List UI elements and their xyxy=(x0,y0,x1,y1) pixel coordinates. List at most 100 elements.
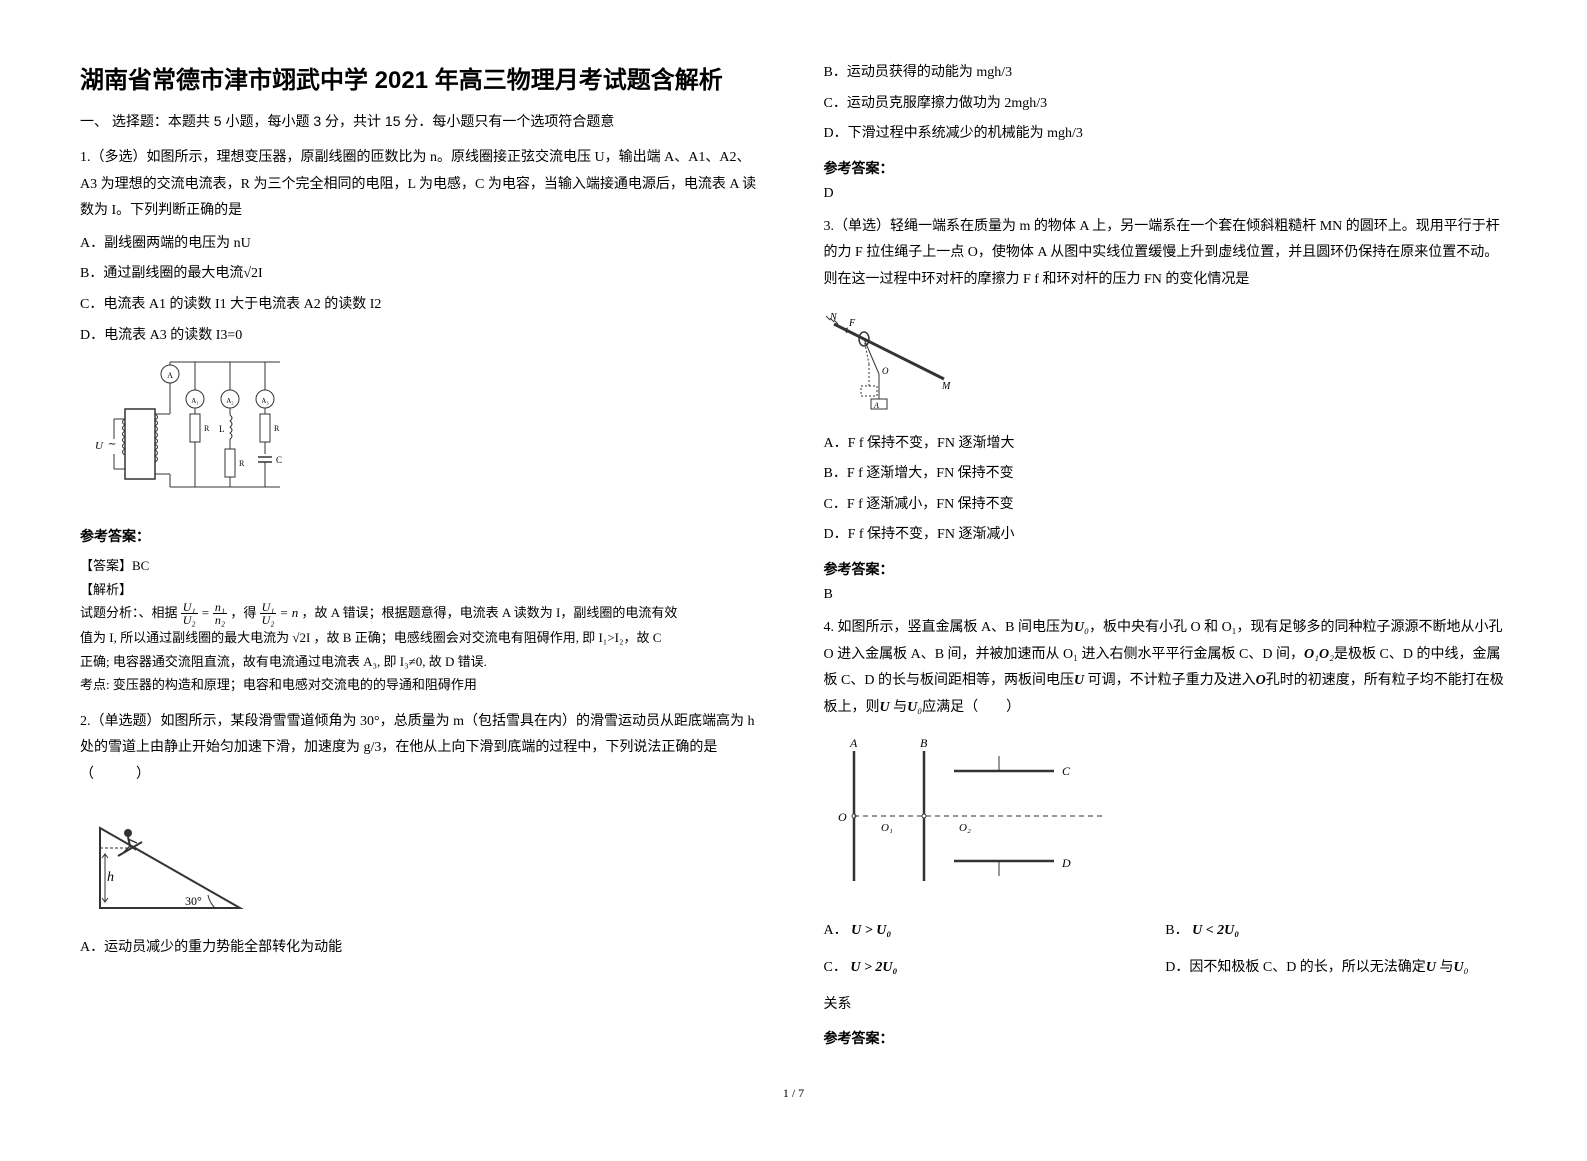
svg-text:R: R xyxy=(239,459,245,468)
q4c-f: U > 2U₀ xyxy=(850,960,897,975)
q4d-mid: 与 xyxy=(1436,960,1454,975)
q4b-pre: B． xyxy=(1165,923,1188,938)
svg-text:B: B xyxy=(920,736,928,750)
svg-text:30°: 30° xyxy=(185,894,202,908)
right-column: B．运动员获得的动能为 mgh/3 C．运动员克服摩擦力做功为 2mgh/3 D… xyxy=(824,60,1508,1056)
q4-option-d-cont: 关系 xyxy=(824,992,1508,1019)
svg-text:A₁: A₁ xyxy=(191,397,199,405)
q4-option-c: C． U > 2U₀ xyxy=(824,955,1166,982)
q2-answer-label: 参考答案： xyxy=(824,158,1508,178)
u-2: U xyxy=(880,700,890,715)
q3-option-c: C．F f 逐渐减小，FN 保持不变 xyxy=(824,492,1508,519)
u0-2: U₀ xyxy=(907,700,922,715)
svg-text:R: R xyxy=(274,424,280,433)
q1-option-c: C．电流表 A1 的读数 I1 大于电流表 A2 的读数 I2 xyxy=(80,292,764,319)
svg-text:O: O xyxy=(838,810,847,824)
q4d-u: U xyxy=(1426,960,1436,975)
svg-text:F: F xyxy=(848,318,856,329)
svg-text:A₃: A₃ xyxy=(261,397,269,405)
q3-option-a: A．F f 保持不变，FN 逐渐增大 xyxy=(824,431,1508,458)
rod-svg: M N F O A xyxy=(824,304,964,414)
q1-ans-l2: 【解析】 xyxy=(80,578,764,601)
q2-option-a: A．运动员减少的重力势能全部转化为动能 xyxy=(80,935,764,962)
q4-stem-d: 可调，不计粒子重力及进入 xyxy=(1084,673,1256,688)
u0-1: U₀ xyxy=(1074,620,1089,635)
q2-answer: D xyxy=(824,186,1508,202)
q4d-u0: U₀ xyxy=(1453,960,1468,975)
q3-answer: B xyxy=(824,587,1508,603)
svg-text:O₁: O₁ xyxy=(881,822,893,834)
q1-option-b: B．通过副线圈的最大电流√2I xyxy=(80,261,764,288)
svg-text:∼: ∼ xyxy=(108,439,116,450)
q4-figure-plates: A B O O₁ C D O₂ xyxy=(824,731,1508,906)
svg-text:C: C xyxy=(276,455,282,465)
q4b-f: U < 2U₀ xyxy=(1192,923,1239,938)
q4-option-a: A． U > U₀ xyxy=(824,918,1166,945)
q1-analysis-4: 考点: 变压器的构造和原理；电容和电感对交流电的的导通和阻碍作用 xyxy=(80,673,764,696)
svg-text:L: L xyxy=(219,424,225,434)
frac1: U₁ U₂ xyxy=(181,601,198,626)
q1-optb-pre: B．通过副线圈的最大电流 xyxy=(80,266,243,281)
q4-option-d: D．因不知极板 C、D 的长，所以无法确定U 与U₀ xyxy=(1165,955,1507,982)
q1-option-d: D．电流表 A3 的读数 I3=0 xyxy=(80,323,764,350)
svg-text:A: A xyxy=(167,371,173,380)
plates-svg: A B O O₁ C D O₂ xyxy=(824,731,1124,901)
frac3: U₁ U₂ xyxy=(260,601,277,626)
svg-text:A₂: A₂ xyxy=(226,397,234,405)
q1-a1b: ，得 xyxy=(230,605,256,620)
q4-stem-a: 4. 如图所示，竖直金属板 A、B 间电压为 xyxy=(824,620,1074,635)
o-hole: O xyxy=(1256,673,1266,688)
q1-stem: 1.（多选）如图所示，理想变压器，原副线圈的匝数比为 n。原线圈接正弦交流电压 … xyxy=(80,145,764,225)
svg-text:O: O xyxy=(882,366,889,376)
transformer-svg: A A₁ A₂ A₃ U ∼ xyxy=(80,359,290,509)
eq1: = xyxy=(201,605,213,620)
svg-text:A: A xyxy=(849,736,858,750)
section-1-header: 一、 选择题：本题共 5 小题，每小题 3 分，共计 15 分．每小题只有一个选… xyxy=(80,111,764,131)
left-column: 湖南省常德市津市翊武中学 2021 年高三物理月考试题含解析 一、 选择题：本题… xyxy=(80,60,764,1056)
slope-svg: h 30° xyxy=(80,798,260,918)
q4-stem-g: 应满足（ ） xyxy=(922,700,1020,715)
q3-answer-label: 参考答案： xyxy=(824,559,1508,579)
q3-stem: 3.（单选）轻绳一端系在质量为 m 的物体 A 上，另一端系在一个套在倾斜粗糙杆… xyxy=(824,214,1508,294)
svg-text:U: U xyxy=(95,440,104,452)
q2-option-d: D．下滑过程中系统减少的机械能为 mgh/3 xyxy=(824,121,1508,148)
q3-option-d: D．F f 保持不变，FN 逐渐减小 xyxy=(824,522,1508,549)
u-1: U xyxy=(1074,673,1084,688)
q4-stem: 4. 如图所示，竖直金属板 A、B 间电压为U₀，板中央有小孔 O 和 O₁，现… xyxy=(824,615,1508,721)
q4-stem-f: 与 xyxy=(890,700,908,715)
q1-ans-l1: 【答案】BC xyxy=(80,554,764,577)
q1-analysis-2: 值为 I, 所以通过副线圈的最大电流为 √2I ，故 B 正确；电感线圈会对交流… xyxy=(80,626,764,649)
q2-figure-slope: h 30° xyxy=(80,798,764,923)
frac2: n₁ n₂ xyxy=(213,601,227,626)
q2-stem: 2.（单选题）如图所示，某段滑雪雪道倾角为 30°，总质量为 m（包括雪具在内）… xyxy=(80,709,764,789)
q4-options-row2: C． U > 2U₀ D．因不知极板 C、D 的长，所以无法确定U 与U₀ xyxy=(824,955,1508,986)
page-number: 1 / 7 xyxy=(80,1086,1507,1101)
q1-answer-label: 参考答案： xyxy=(80,526,764,546)
svg-text:O₂: O₂ xyxy=(959,822,971,834)
q3-option-b: B．F f 逐渐增大，FN 保持不变 xyxy=(824,461,1508,488)
q2-option-b: B．运动员获得的动能为 mgh/3 xyxy=(824,60,1508,87)
q1-analysis-1: 试题分析：、相据 U₁ U₂ = n₁ n₂ ，得 U₁ U₂ = n ，故 A… xyxy=(80,601,764,627)
q1-analysis-3: 正确; 电容器通交流阻直流，故有电流通过电流表 A₃, 即 I₃≠0, 故 D … xyxy=(80,650,764,673)
q3-figure-rod: M N F O A xyxy=(824,304,1508,419)
q2-option-c: C．运动员克服摩擦力做功为 2mgh/3 xyxy=(824,91,1508,118)
q1-figure-transformer: A A₁ A₂ A₃ U ∼ xyxy=(80,359,764,514)
eqn: = n xyxy=(280,605,299,620)
o1o2: O₁O₂ xyxy=(1304,647,1334,662)
svg-text:R: R xyxy=(204,424,210,433)
q1-a1a: 试题分析：、相据 xyxy=(80,605,178,620)
document-title: 湖南省常德市津市翊武中学 2021 年高三物理月考试题含解析 xyxy=(80,60,764,95)
q4d-pre: D．因不知极板 C、D 的长，所以无法确定 xyxy=(1165,960,1426,975)
svg-text:A: A xyxy=(873,401,879,410)
svg-text:h: h xyxy=(107,870,114,885)
q1-option-a: A．副线圈两端的电压为 nU xyxy=(80,231,764,258)
q1-explanation: 【答案】BC 【解析】 试题分析：、相据 U₁ U₂ = n₁ n₂ ，得 U₁… xyxy=(80,554,764,696)
q4c-pre: C． xyxy=(824,960,847,975)
svg-text:D: D xyxy=(1061,856,1071,870)
q1-a1c: ，故 A 错误；根据题意得，电流表 A 读数为 I，副线圈的电流有效 xyxy=(301,605,677,620)
svg-text:C: C xyxy=(1062,764,1071,778)
svg-text:M: M xyxy=(941,381,951,392)
q4a-pre: A． xyxy=(824,923,848,938)
q1-optb-formula: √2I xyxy=(243,266,262,281)
q4-options-row1: A． U > U₀ B． U < 2U₀ xyxy=(824,918,1508,949)
